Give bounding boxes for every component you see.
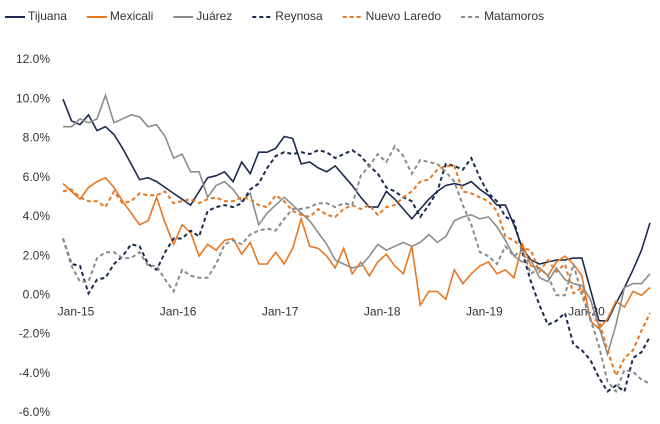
y-tick-label: 8.0% [23, 131, 51, 145]
legend-label: Juárez [196, 9, 232, 23]
y-tick-label: -6.0% [19, 405, 51, 419]
legend-label: Matamoros [484, 9, 544, 23]
y-tick-label: 4.0% [23, 209, 51, 223]
x-tick-label: Jan-18 [364, 305, 401, 319]
y-tick-label: 0.0% [23, 288, 51, 302]
y-tick-label: 10.0% [16, 91, 50, 105]
x-tick-label: Jan-15 [58, 305, 95, 319]
legend-label: Tijuana [28, 9, 67, 23]
legend-label: Mexicali [110, 9, 153, 23]
y-tick-label: 2.0% [23, 248, 51, 262]
legend-label: Reynosa [275, 9, 323, 23]
series-line [62, 144, 651, 394]
x-tick-label: Jan-19 [466, 305, 503, 319]
series-line [62, 149, 651, 394]
series-line [62, 98, 651, 322]
y-tick-label: 12.0% [16, 52, 50, 66]
series-line [62, 176, 651, 330]
x-tick-label: Jan-16 [160, 305, 197, 319]
legend-label: Nuevo Laredo [366, 9, 442, 23]
x-tick-label: Jan-17 [262, 305, 299, 319]
y-tick-label: -4.0% [19, 366, 51, 380]
y-tick-label: 6.0% [23, 170, 51, 184]
series-line [62, 164, 651, 379]
y-tick-label: -2.0% [19, 327, 51, 341]
series-line [63, 92, 651, 357]
